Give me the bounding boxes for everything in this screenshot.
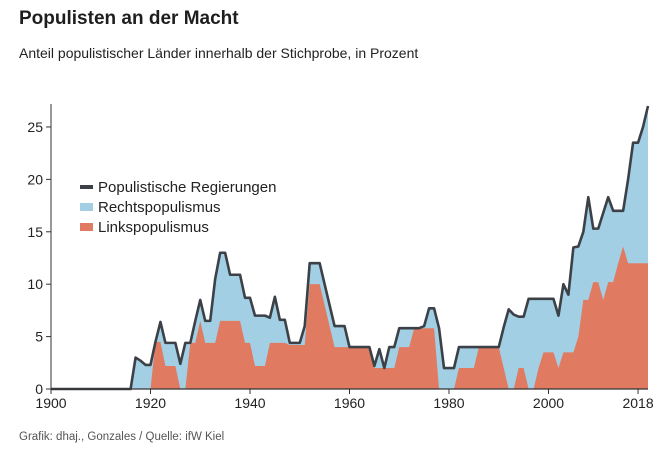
- legend-label: Populistische Regierungen: [98, 179, 276, 196]
- chart-subtitle: Anteil populistischer Länder innerhalb d…: [19, 45, 419, 61]
- legend-swatch: [80, 203, 93, 211]
- x-tick-label: 2018: [622, 395, 653, 411]
- chart-title: Populisten an der Macht: [19, 8, 239, 29]
- x-tick-label: 1980: [433, 395, 464, 411]
- line-populistische-regierungen: [51, 105, 650, 391]
- chart-axes: 0 5 10 15 20 25 1900 1920 1940 1960 1980 2000 2018: [27, 104, 654, 411]
- legend-label: Rechtspopulismus: [98, 199, 221, 216]
- legend-swatch: [80, 185, 93, 189]
- y-tick-label: 10: [27, 276, 43, 292]
- x-tick-label: 2000: [533, 395, 564, 411]
- chart-plot: 0 5 10 15 20 25 1900 1920 1940 1960 1980 2000 2018 P…: [27, 104, 654, 411]
- legend-label: Linkspopulismus: [98, 219, 209, 236]
- y-tick-label: 15: [27, 224, 43, 240]
- legend-swatch: [80, 223, 93, 231]
- x-tick-label: 1900: [35, 395, 66, 411]
- y-tick-label: 20: [27, 171, 43, 187]
- x-tick-label: 1920: [135, 395, 166, 411]
- area-linkspopulismus: [51, 246, 648, 389]
- y-tick-label: 0: [35, 381, 43, 397]
- x-tick-label: 1960: [334, 395, 365, 411]
- chart-legend: Populistische Regierungen Rechtspopulismu…: [80, 179, 276, 236]
- chart-source: Grafik: dhaj., Gonzales / Quelle: ifW Ki…: [19, 431, 225, 443]
- legend-item-populistische-regierungen: Populistische Regierungen: [80, 179, 276, 196]
- area-rechtspopulismus: [51, 106, 648, 389]
- y-tick-label: 25: [27, 119, 43, 135]
- x-tick-label: 1940: [234, 395, 265, 411]
- legend-item-linkspopulismus: Linkspopulismus: [80, 219, 209, 236]
- legend-item-rechtspopulismus: Rechtspopulismus: [80, 199, 221, 216]
- chart-areas: [51, 105, 650, 391]
- y-tick-label: 5: [35, 329, 43, 345]
